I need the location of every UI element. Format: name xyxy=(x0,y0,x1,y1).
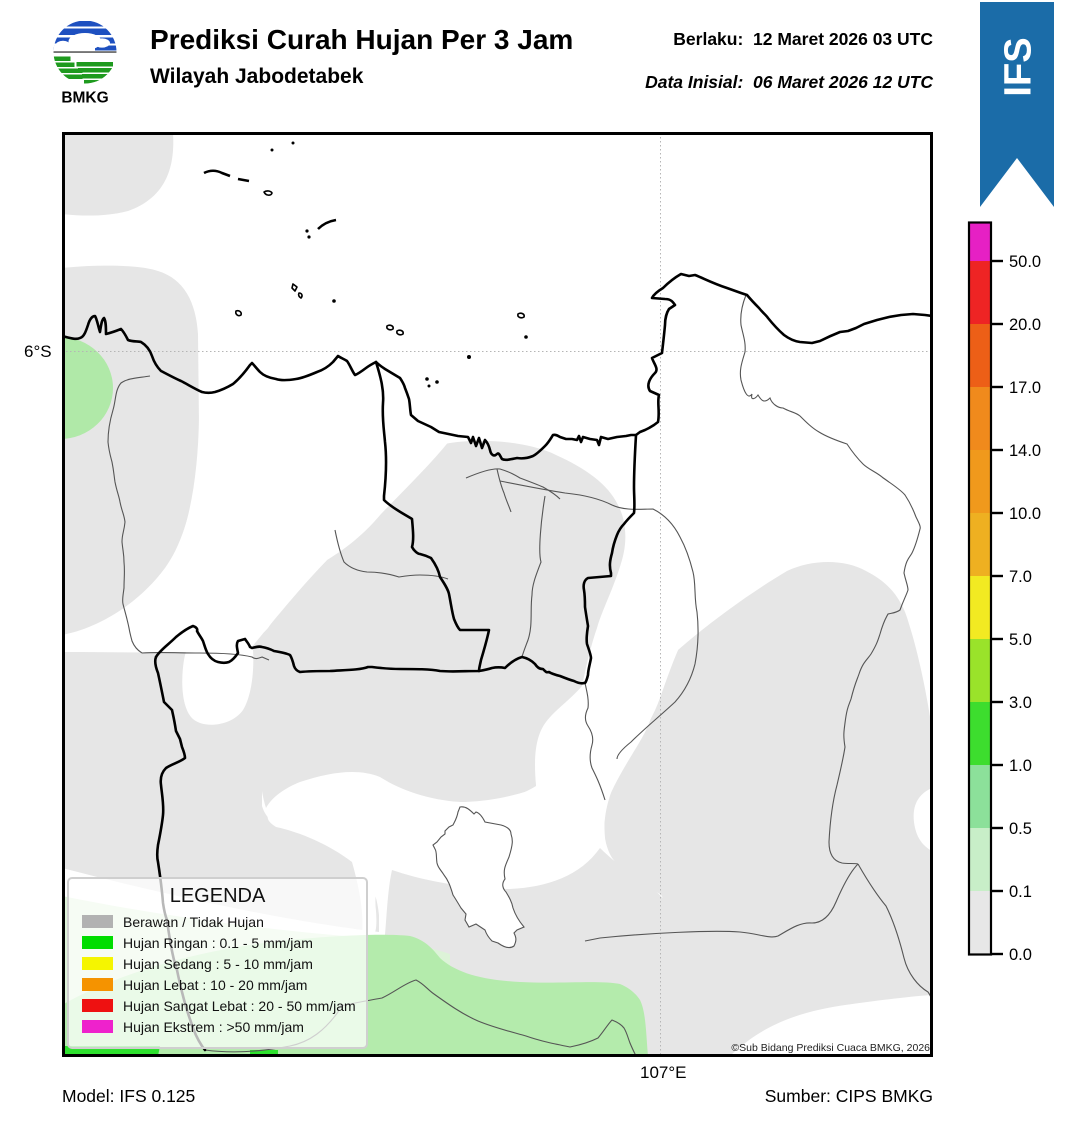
svg-text:0.5: 0.5 xyxy=(1009,820,1032,838)
svg-text:BMKG: BMKG xyxy=(61,90,108,107)
svg-text:20.0: 20.0 xyxy=(1009,316,1041,334)
svg-text:0.0: 0.0 xyxy=(1009,946,1032,964)
svg-text:1.0: 1.0 xyxy=(1009,757,1032,775)
svg-text:50.0: 50.0 xyxy=(1009,253,1041,271)
svg-text:10.0: 10.0 xyxy=(1009,505,1041,523)
svg-text:3.0: 3.0 xyxy=(1009,694,1032,712)
svg-text:14.0: 14.0 xyxy=(1009,442,1041,460)
svg-text:5.0: 5.0 xyxy=(1009,631,1032,649)
svg-text:17.0: 17.0 xyxy=(1009,379,1041,397)
svg-text:7.0: 7.0 xyxy=(1009,568,1032,586)
svg-text:0.1: 0.1 xyxy=(1009,883,1032,901)
svg-text:IFS: IFS xyxy=(998,37,1040,96)
